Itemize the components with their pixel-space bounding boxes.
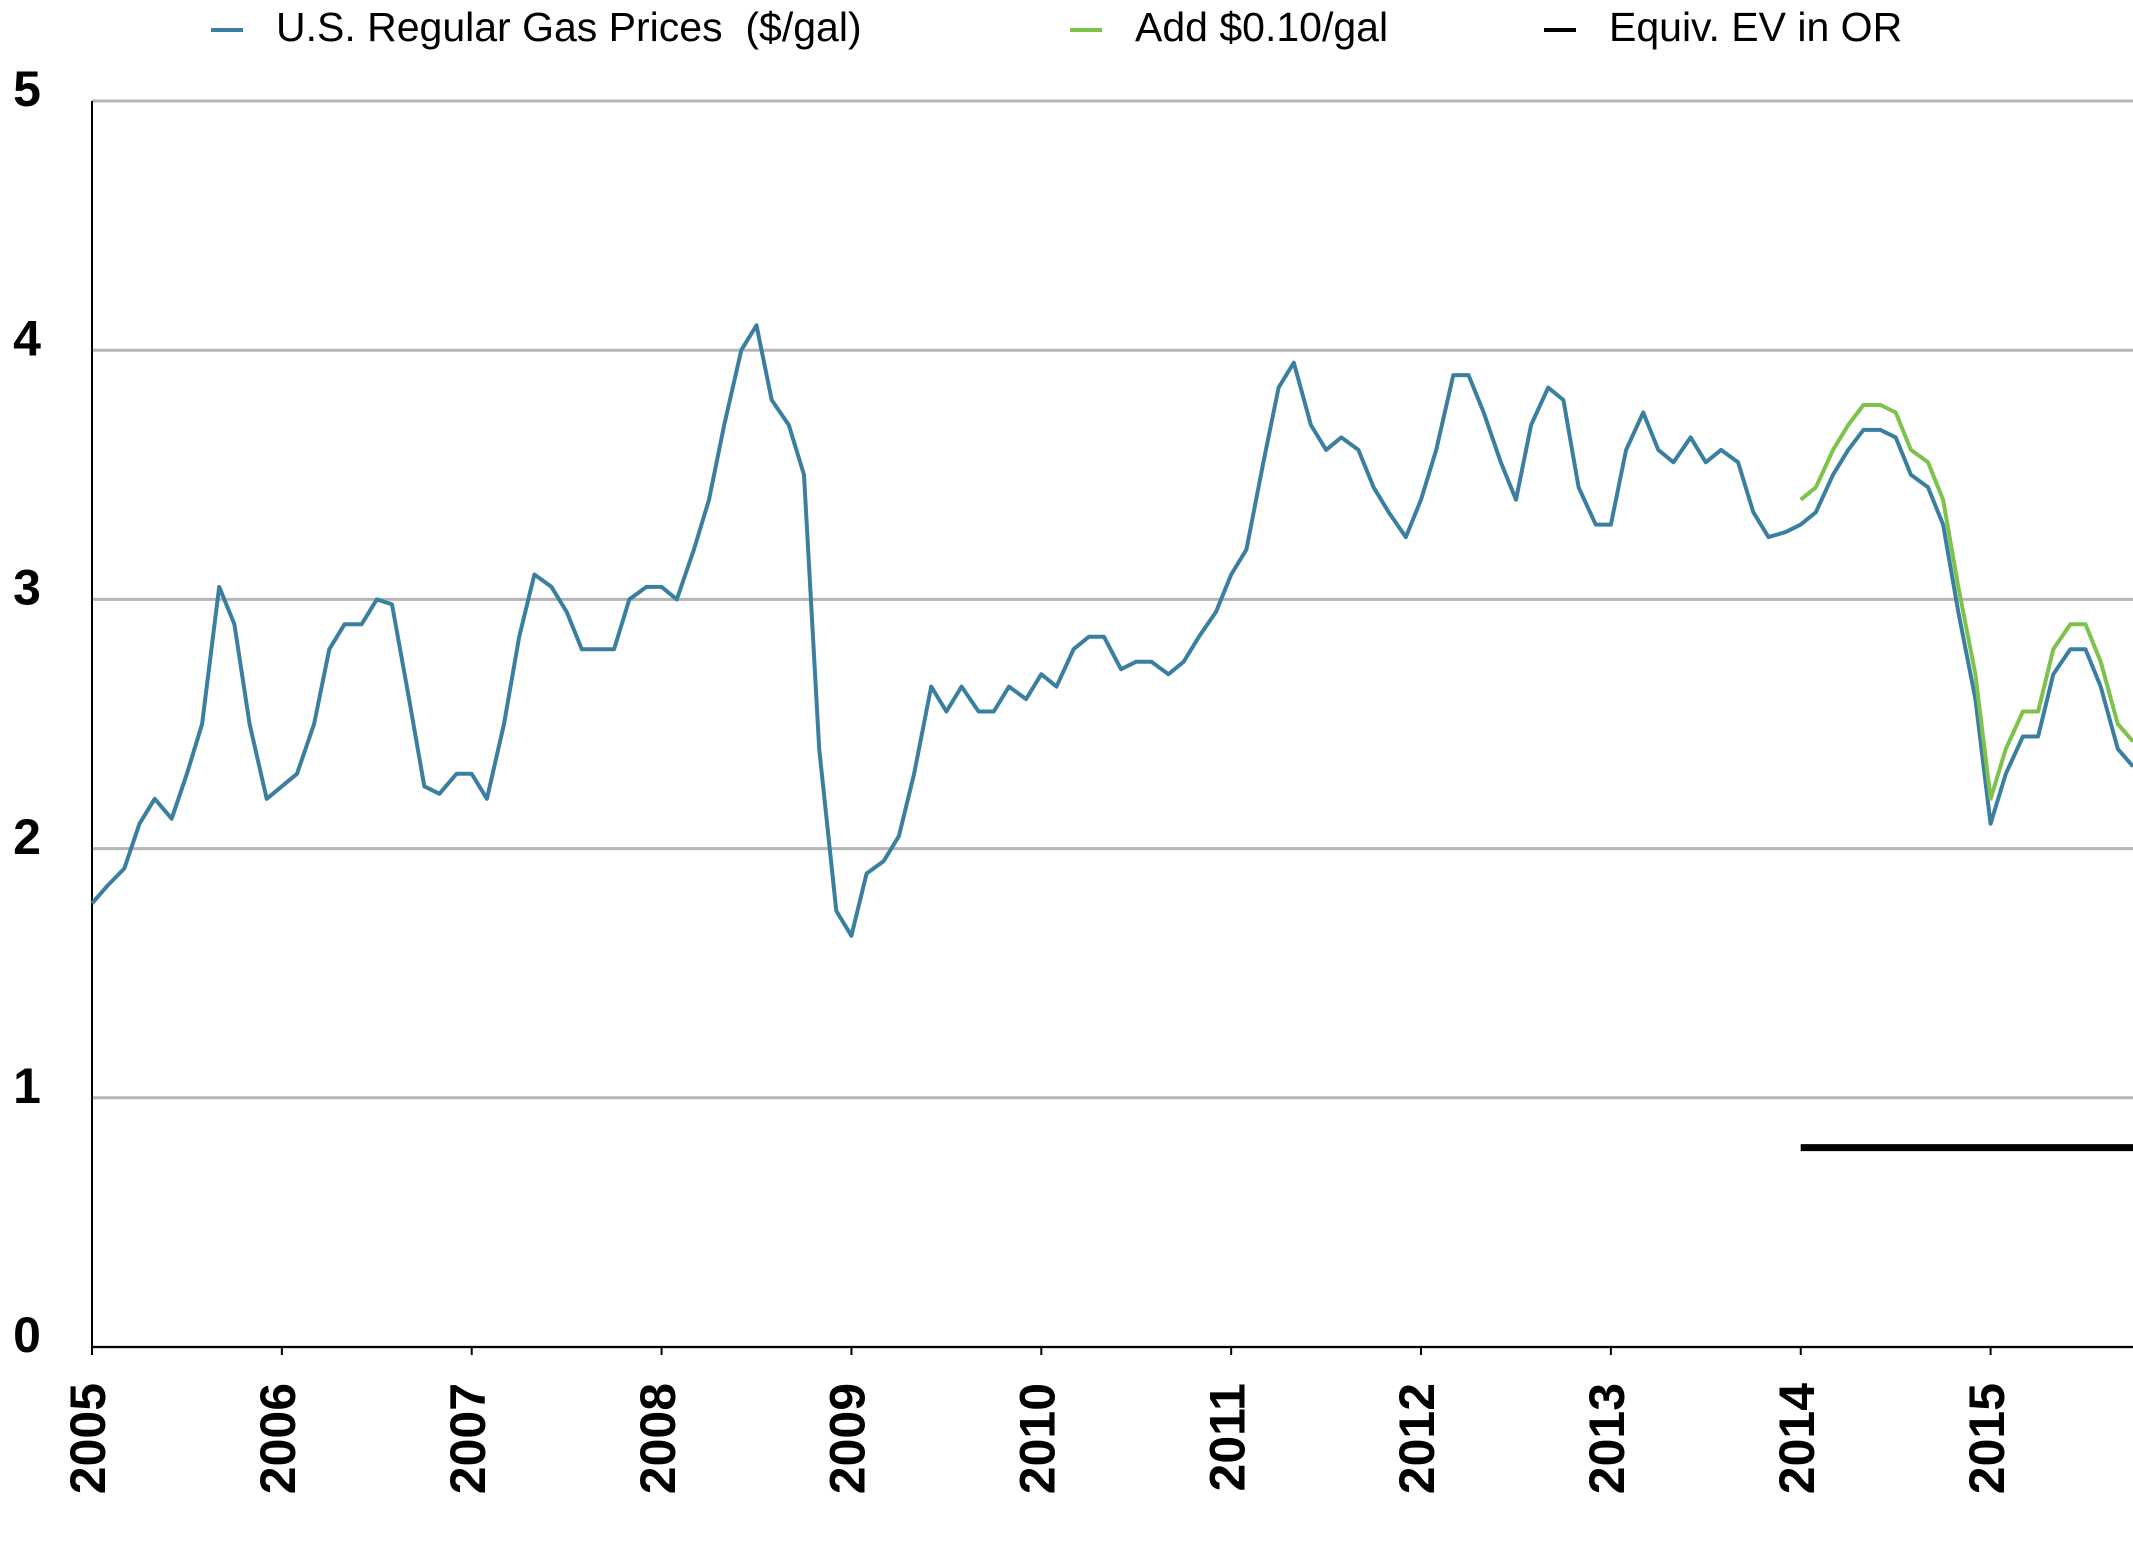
line-series <box>1799 403 2133 801</box>
x-tick-label: 2010 <box>1010 1383 1066 1494</box>
y-tick-label: 0 <box>13 1307 41 1363</box>
x-tick-label: 2015 <box>1959 1383 2015 1494</box>
line-series <box>90 323 2133 938</box>
x-tick-label: 2007 <box>440 1383 496 1494</box>
x-tick-label: 2012 <box>1389 1383 1445 1494</box>
legend-label: Add $0.10/gal <box>1135 4 1388 50</box>
x-tick-label: 2013 <box>1579 1383 1635 1494</box>
y-tick-label: 5 <box>13 61 41 117</box>
y-tick-label: 1 <box>13 1058 41 1114</box>
y-tick-label: 3 <box>13 560 41 616</box>
legend-label: Equiv. EV in OR <box>1609 4 1902 50</box>
x-tick-label: 2008 <box>630 1383 686 1494</box>
y-tick-label: 2 <box>13 809 41 865</box>
x-tick-label: 2006 <box>250 1383 306 1494</box>
x-tick-label: 2009 <box>820 1383 876 1494</box>
x-tick-label: 2014 <box>1769 1383 1825 1494</box>
x-tick-label: 2011 <box>1199 1383 1255 1491</box>
legend-label: U.S. Regular Gas Prices ($/gal) <box>276 4 862 50</box>
y-tick-label: 4 <box>13 310 41 366</box>
x-tick-label: 2005 <box>60 1383 116 1494</box>
